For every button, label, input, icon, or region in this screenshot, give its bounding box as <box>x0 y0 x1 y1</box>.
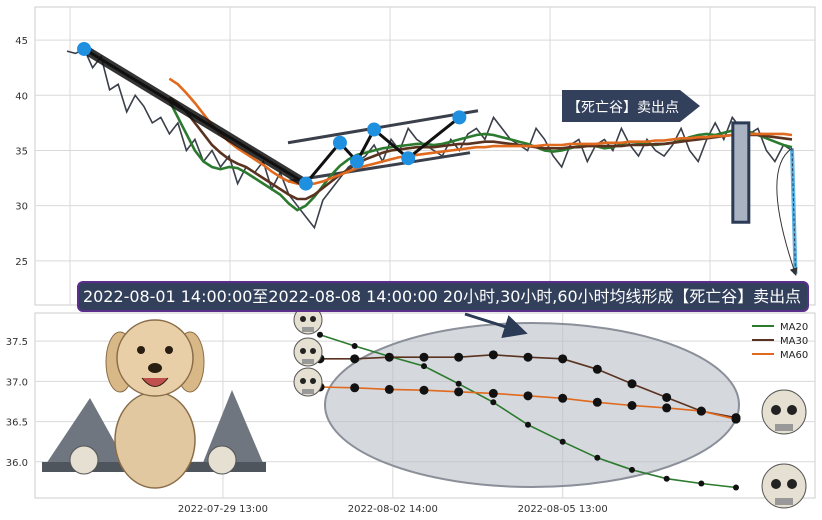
top-y-tick-label: 30 <box>15 202 28 213</box>
pivot-point <box>452 110 467 125</box>
bottom-series <box>315 331 741 491</box>
data-point <box>455 380 462 387</box>
data-point <box>523 352 533 362</box>
annotation-box <box>77 281 809 312</box>
skull-icon <box>293 337 323 367</box>
skull-icon <box>207 445 237 475</box>
data-point <box>523 391 533 401</box>
skull-decorations <box>293 305 807 509</box>
bottom-y-tick-label: 37.5 <box>6 337 28 348</box>
sell-banner-arrow <box>562 90 700 122</box>
zoom-ma-chart: 36.0 36.5 37.0 37.5 2022-07-29 13:00 2022-08-… <box>6 305 816 515</box>
data-point <box>317 331 323 338</box>
data-point <box>350 383 360 393</box>
annotation-text: 2022-08-01 14:00:00至2022-08-08 14:00:00 … <box>83 287 801 306</box>
dog-nose <box>148 363 162 373</box>
sell-banner-text: 【死亡谷】卖出点 <box>567 100 679 116</box>
projection-arc <box>776 147 798 276</box>
data-point <box>419 385 429 395</box>
data-point <box>488 388 498 398</box>
bottom-y-tick-label: 37.0 <box>6 377 28 388</box>
data-point <box>488 350 498 360</box>
data-point <box>351 342 358 349</box>
top-y-ticks: 25 30 35 40 45 <box>15 36 28 268</box>
annotation-arrow <box>464 312 528 339</box>
data-point <box>419 352 429 362</box>
top-overlay: 【死亡谷】卖出点 <box>562 90 798 276</box>
main-price-chart: 25 30 35 40 45 【死亡谷】卖出点 <box>15 6 816 306</box>
dog-mouth <box>141 377 169 387</box>
mountain-left <box>42 398 130 470</box>
data-point <box>525 421 531 428</box>
top-y-tick-label: 45 <box>15 36 28 47</box>
data-point <box>384 384 394 394</box>
legend-label: MA60 <box>780 350 808 361</box>
bottom-legend: MA20 MA30 MA60 <box>752 322 808 361</box>
skull-icon <box>293 367 323 397</box>
data-point <box>558 354 568 364</box>
bottom-y-tick-label: 36.5 <box>6 418 28 429</box>
trendline-upper <box>287 109 479 145</box>
bottom-ticks: 36.0 36.5 37.0 37.5 2022-07-29 13:00 2022-08-… <box>6 337 608 515</box>
data-point <box>454 387 464 397</box>
dog-head <box>116 319 194 397</box>
data-point <box>490 399 497 406</box>
trendline-lower <box>287 151 471 183</box>
data-point <box>454 352 464 362</box>
bottom-y-tick-label: 36.0 <box>6 458 28 469</box>
annotation-banner: 2022-08-01 14:00:00至2022-08-08 14:00:00 … <box>77 281 809 339</box>
focus-ellipse <box>324 322 740 488</box>
data-point <box>629 466 635 473</box>
dog-eye-right <box>165 346 173 354</box>
skull-icon <box>761 463 807 509</box>
data-point <box>733 484 739 491</box>
dog-eye-left <box>137 346 145 354</box>
top-plot-frame <box>34 6 816 306</box>
data-point <box>662 392 672 402</box>
data-point <box>627 379 637 389</box>
data-point <box>592 397 602 407</box>
data-point <box>384 352 394 362</box>
pivot-point <box>367 122 382 137</box>
data-point <box>662 403 672 413</box>
data-point <box>594 454 601 461</box>
downtrend-bar <box>81 45 309 188</box>
data-point <box>627 401 637 410</box>
data-point <box>558 393 568 403</box>
data-point <box>350 354 360 364</box>
dog-body <box>114 391 196 489</box>
top-y-tick-label: 35 <box>15 146 28 157</box>
pivot-point <box>77 41 92 56</box>
skull-icon <box>761 389 807 435</box>
pivot-point <box>332 135 347 150</box>
bottom-x-tick-label: 2022-08-02 14:00 <box>348 504 438 515</box>
data-point <box>731 414 741 424</box>
top-y-tick-label: 40 <box>15 91 28 102</box>
data-point <box>696 406 706 416</box>
pivot-point <box>350 154 364 169</box>
bottom-x-tick-label: 2022-07-29 13:00 <box>178 504 268 515</box>
poodle-illustration <box>42 319 266 489</box>
top-y-tick-label: 25 <box>15 257 28 268</box>
data-point <box>559 438 566 445</box>
legend-label: MA20 <box>780 322 808 333</box>
projection-line-dashes <box>791 148 797 275</box>
ma60-line <box>168 77 793 187</box>
sell-point-marker <box>731 121 751 224</box>
ma30-line <box>168 96 793 201</box>
pivot-point <box>401 151 416 166</box>
data-point <box>421 363 427 370</box>
skull-icon <box>69 445 99 475</box>
pivot-point <box>298 176 313 191</box>
top-series <box>66 41 793 230</box>
data-point <box>663 475 670 482</box>
legend-label: MA30 <box>780 336 808 347</box>
bottom-x-tick-label: 2022-08-05 13:00 <box>518 504 608 515</box>
data-point <box>698 480 705 487</box>
data-point <box>592 364 602 374</box>
skull-icon <box>293 305 323 335</box>
